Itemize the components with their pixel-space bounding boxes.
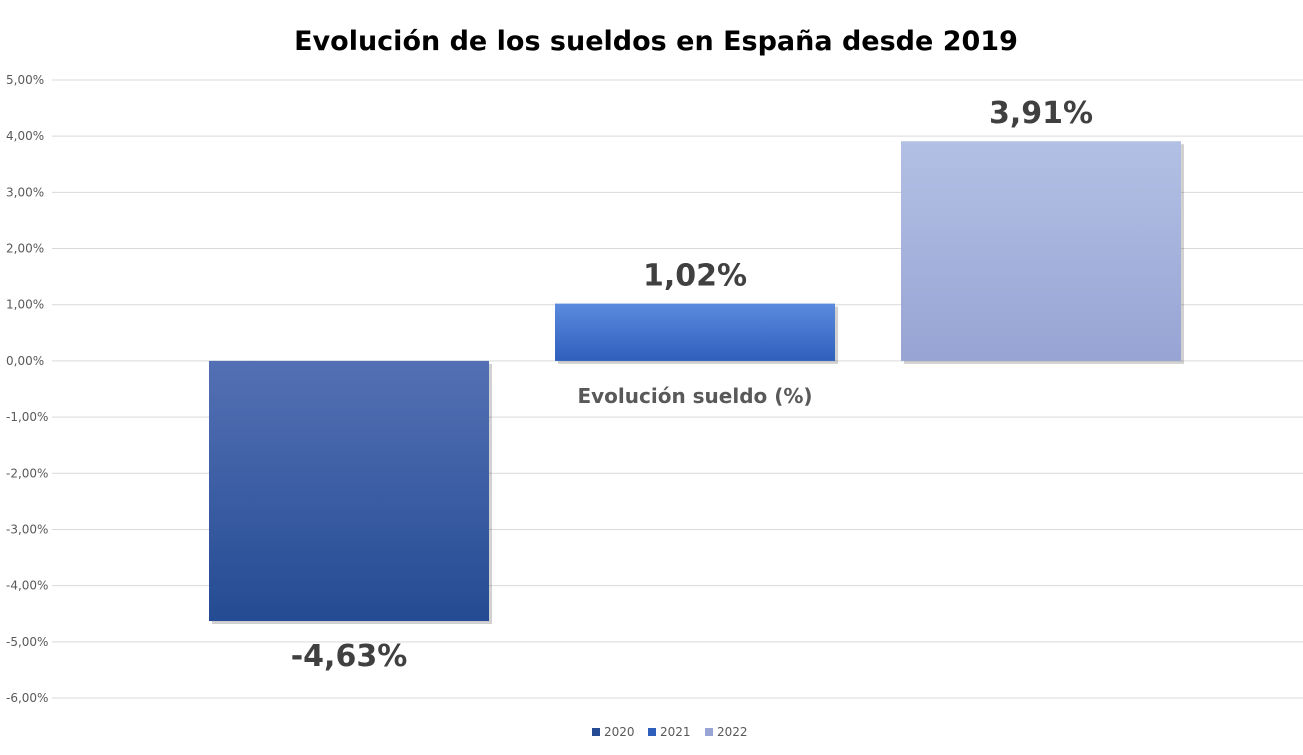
legend: 2020 2021 2022 xyxy=(592,725,748,739)
data-label-2020: -4,63% xyxy=(291,639,408,674)
y-tick-label: -4,00% xyxy=(6,579,48,593)
y-tick-label: 3,00% xyxy=(6,185,44,199)
bars xyxy=(209,141,1184,625)
legend-swatch-2021 xyxy=(648,728,656,736)
legend-swatch-2022 xyxy=(705,728,713,736)
legend-swatch-2020 xyxy=(592,728,600,736)
bar-2021 xyxy=(555,303,835,361)
y-tick-label: -6,00% xyxy=(6,691,48,705)
y-axis-ticks: 5,00% 4,00% 3,00% 2,00% 1,00% 0,00% -1,00% -2,0… xyxy=(6,73,48,705)
y-tick-label: -3,00% xyxy=(6,522,48,536)
legend-label-2022: 2022 xyxy=(717,725,748,739)
y-tick-label: 0,00% xyxy=(6,354,44,368)
data-label-2022: 3,91% xyxy=(989,96,1093,131)
y-tick-label: -5,00% xyxy=(6,635,48,649)
y-tick-label: -1,00% xyxy=(6,410,48,424)
legend-label-2021: 2021 xyxy=(660,725,691,739)
y-tick-label: 2,00% xyxy=(6,242,44,256)
y-tick-label: 1,00% xyxy=(6,298,44,312)
y-tick-label: -2,00% xyxy=(6,466,48,480)
category-label: Evolución sueldo (%) xyxy=(577,384,812,408)
bar-2020 xyxy=(209,360,489,622)
y-tick-label: 5,00% xyxy=(6,73,44,87)
bar-2022 xyxy=(901,141,1181,361)
data-labels: -4,63% 1,02% 3,91% xyxy=(291,96,1093,674)
legend-label-2020: 2020 xyxy=(604,725,635,739)
chart-title: Evolución de los sueldos en España desde… xyxy=(294,26,1018,57)
y-tick-label: 4,00% xyxy=(6,129,44,143)
data-label-2021: 1,02% xyxy=(643,259,747,294)
